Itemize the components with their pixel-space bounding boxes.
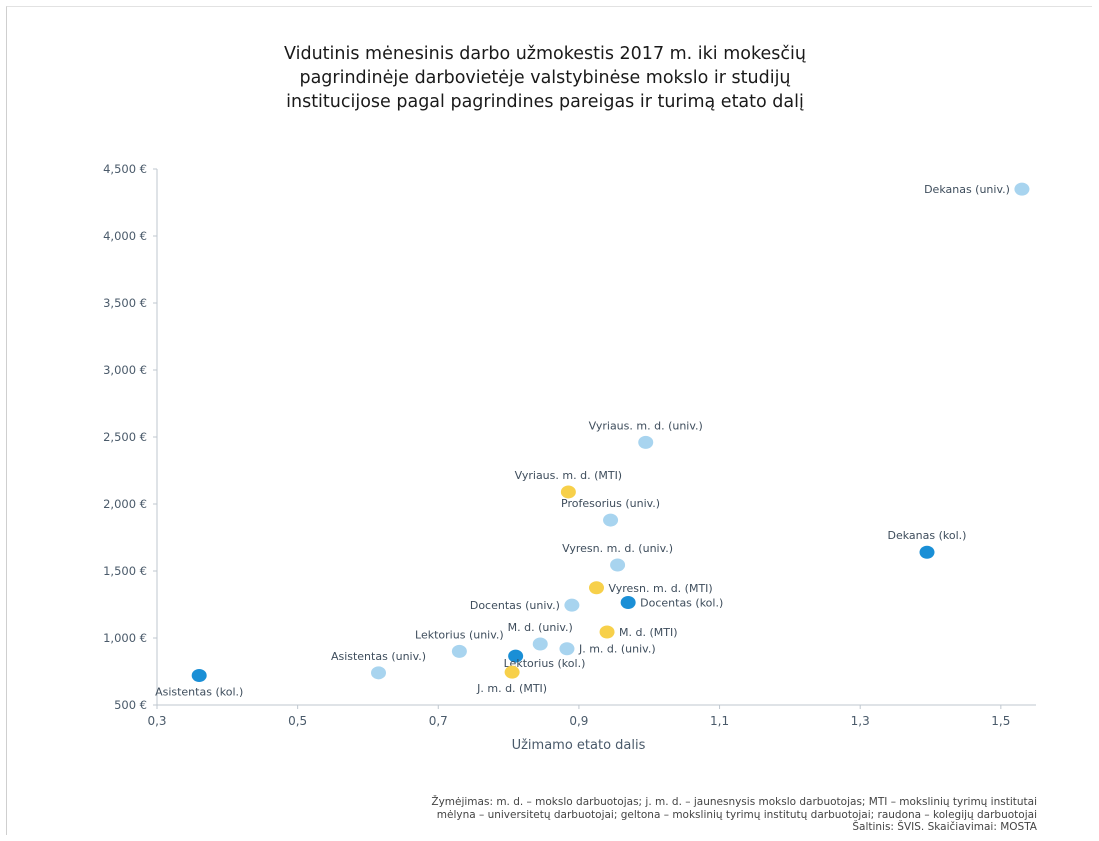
data-point (1014, 182, 1030, 196)
data-point (610, 558, 626, 572)
x-axis-label: Užimamo etato dalis (512, 738, 646, 753)
y-tick-label: 3,500 € (103, 296, 147, 310)
data-point (532, 637, 548, 651)
x-tick-label: 0,7 (429, 714, 448, 728)
data-point-label: Dekanas (kol.) (888, 529, 967, 542)
data-point-label: Vyresn. m. d. (univ.) (562, 542, 673, 555)
data-point (603, 513, 619, 527)
y-tick-label: 4,500 € (103, 162, 147, 176)
chart-title-line-2: pagrindinėje darbovietėje valstybinėse m… (299, 68, 791, 88)
data-point-label: Asistentas (univ.) (331, 650, 426, 663)
data-point-label: Profesorius (univ.) (561, 497, 660, 510)
data-point-label: Lektorius (kol.) (504, 657, 586, 670)
x-tick-label: 1,5 (991, 714, 1010, 728)
data-point-label: M. d. (MTI) (619, 626, 678, 639)
data-point (508, 649, 524, 663)
y-tick-label: 500 € (114, 698, 147, 712)
chart-footnote: Žymėjimas: m. d. – mokslo darbuotojas; j… (431, 796, 1037, 834)
data-point-label: Dekanas (univ.) (924, 183, 1010, 196)
data-point-label: Vyriaus. m. d. (MTI) (515, 469, 622, 482)
y-tick-label: 2,500 € (103, 430, 147, 444)
footnote-line-3: Šaltinis: ŠVIS. Skaičiavimai: MOSTA (852, 821, 1037, 833)
data-point-label: Asistentas (kol.) (155, 686, 243, 699)
data-point (560, 485, 576, 499)
x-tick-label: 1,1 (710, 714, 729, 728)
data-point-label: Lektorius (univ.) (415, 628, 504, 641)
data-point-label: Docentas (univ.) (470, 599, 560, 612)
data-point-label: M. d. (univ.) (508, 621, 573, 634)
data-point-label: Vyresn. m. d. (MTI) (609, 582, 713, 595)
x-tick-label: 0,9 (569, 714, 588, 728)
data-point-label: Docentas (kol.) (640, 596, 723, 609)
y-tick-label: 1,000 € (103, 631, 147, 645)
footnote-line-2: mėlyna – universitetų darbuotojai; gelto… (436, 808, 1037, 821)
footnote-line-1: Žymėjimas: m. d. – mokslo darbuotojas; j… (431, 796, 1037, 808)
data-point-label: Vyriaus. m. d. (univ.) (589, 419, 703, 432)
data-point (371, 666, 387, 680)
chart-title-line-1: Vidutinis mėnesinis darbo užmokestis 201… (284, 44, 806, 64)
data-point (638, 435, 654, 449)
chart-title: Vidutinis mėnesinis darbo užmokestis 201… (200, 42, 890, 114)
data-point (919, 545, 935, 559)
chart-frame (6, 6, 1092, 835)
data-point (620, 595, 636, 609)
data-point (451, 644, 467, 658)
y-tick-label: 1,500 € (103, 564, 147, 578)
chart-title-line-3: institucijose pagal pagrindines pareigas… (286, 92, 804, 112)
data-point-label: J. m. d. (MTI) (476, 682, 547, 695)
data-point (564, 598, 580, 612)
y-tick-label: 3,000 € (103, 363, 147, 377)
data-point (589, 581, 604, 595)
y-tick-label: 4,000 € (103, 229, 147, 243)
x-tick-label: 1,3 (851, 714, 870, 728)
x-tick-label: 0,5 (288, 714, 307, 728)
data-point (191, 669, 207, 683)
data-point (504, 665, 520, 679)
data-point (559, 642, 575, 656)
y-tick-label: 2,000 € (103, 497, 147, 511)
data-point (599, 625, 615, 639)
data-point-label: J. m. d. (univ.) (578, 643, 656, 656)
x-tick-label: 0,3 (147, 714, 166, 728)
